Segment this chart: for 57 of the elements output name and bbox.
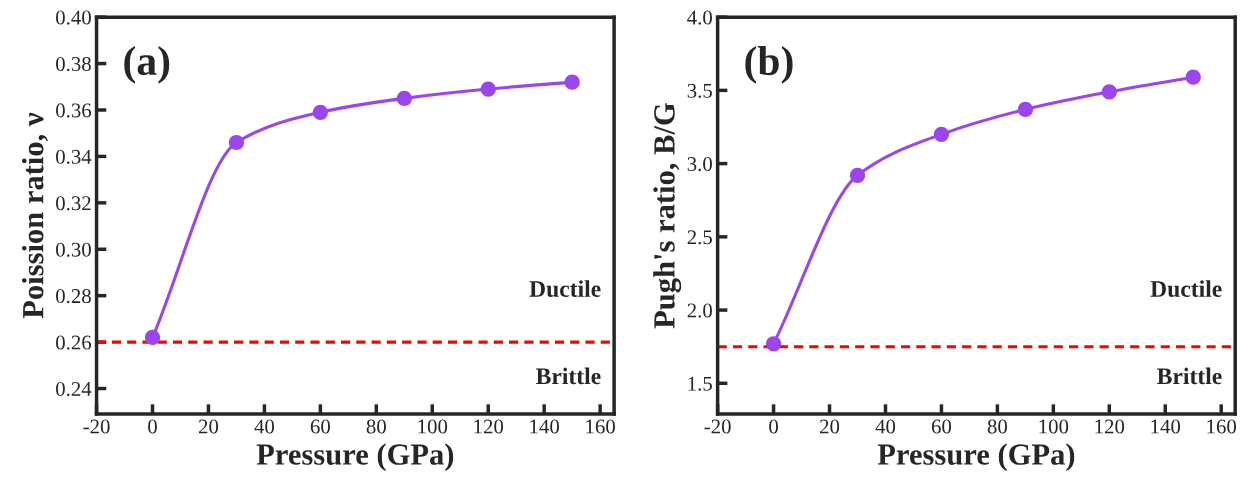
point xyxy=(144,329,161,346)
x-tick-label: 80 xyxy=(987,419,1008,434)
y-axis-title: Pugh's ratio, B/G xyxy=(653,103,682,329)
y-tick-label: 2.0 xyxy=(687,303,712,318)
x-tick-label: 100 xyxy=(418,419,448,434)
x-tick-label: 160 xyxy=(586,419,615,434)
y-tick-label: 0.28 xyxy=(56,289,91,304)
point xyxy=(312,104,328,120)
y-tick-label: 0.32 xyxy=(56,196,91,211)
point xyxy=(480,81,496,97)
y-tick-label: 0.38 xyxy=(56,56,91,72)
point xyxy=(1017,101,1033,118)
x-tick-label: 60 xyxy=(931,419,952,434)
y-axis-title: Poission ratio, ν xyxy=(21,112,48,319)
point xyxy=(849,167,866,183)
annotation: Brittle xyxy=(1157,367,1222,385)
y-tick-label: 0.26 xyxy=(56,335,92,350)
y-tick-label: 2.5 xyxy=(687,230,712,245)
x-tick-label: 160 xyxy=(1207,419,1237,434)
y-tick-label: 0.36 xyxy=(56,103,92,118)
x-tick-label: 20 xyxy=(198,419,219,434)
point xyxy=(1185,69,1201,85)
x-tick-label: -20 xyxy=(704,419,731,434)
x-tick-label: 80 xyxy=(366,419,386,434)
y-tick-label: 0.34 xyxy=(56,149,92,164)
point xyxy=(564,74,580,90)
x-tick-label: 0 xyxy=(148,419,157,434)
x-tick-label: 140 xyxy=(530,419,560,434)
x-tick-label: 100 xyxy=(1039,419,1069,434)
annotation: Ductile xyxy=(529,280,601,297)
point xyxy=(765,336,782,352)
x-tick-label: 40 xyxy=(254,419,275,434)
y-tick-label: 0.30 xyxy=(56,242,91,257)
x-tick-label: -20 xyxy=(83,419,110,434)
x-tick-label: 60 xyxy=(310,419,330,434)
y-tick-label: 3.5 xyxy=(687,83,712,98)
x-axis-title: Pressure (GPa) xyxy=(256,443,454,472)
x-tick-label: 120 xyxy=(1095,419,1125,434)
y-tick-label: 4.0 xyxy=(687,10,712,25)
point xyxy=(933,126,950,142)
x-axis-title: Pressure (GPa) xyxy=(877,443,1075,472)
annotation: Ductile xyxy=(1150,280,1222,297)
annotation: (a) xyxy=(124,45,170,84)
x-tick-label: 140 xyxy=(1151,419,1181,434)
y-tick-label: 3.0 xyxy=(687,156,712,172)
y-tick-label: 1.5 xyxy=(688,376,712,391)
x-tick-label: 20 xyxy=(820,419,840,434)
y-tick-label: 0.40 xyxy=(56,10,91,25)
annotation: Brittle xyxy=(536,367,601,385)
y-tick-label: 0.24 xyxy=(56,381,92,397)
x-tick-label: 0 xyxy=(769,419,778,434)
point xyxy=(396,90,412,106)
point xyxy=(1101,84,1117,100)
x-tick-label: 120 xyxy=(474,419,504,434)
x-tick-label: 40 xyxy=(875,419,896,434)
point xyxy=(228,134,245,151)
annotation: (b) xyxy=(745,45,793,84)
